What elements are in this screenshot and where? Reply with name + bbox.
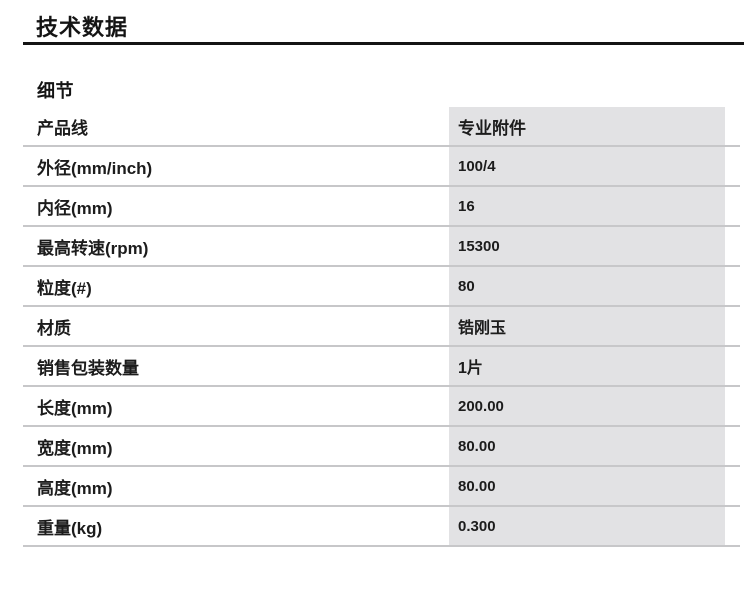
- table-row-grit: 粒度(#) 80: [23, 267, 740, 307]
- row-value: 80.00: [449, 427, 725, 465]
- table-row-product-line: 产品线 专业附件: [23, 107, 740, 147]
- row-value: 100/4: [449, 147, 725, 185]
- row-spacer: [725, 147, 740, 185]
- table-row-weight: 重量(kg) 0.300: [23, 507, 740, 547]
- row-label: 外径(mm/inch): [37, 158, 153, 178]
- title-underline: [23, 42, 744, 45]
- row-label: 最高转速(rpm): [37, 238, 149, 258]
- row-spacer: [725, 307, 740, 345]
- row-spacer: [725, 187, 740, 225]
- row-label: 长度(mm): [37, 398, 113, 418]
- row-value: 15300: [449, 227, 725, 265]
- row-spacer: [725, 507, 740, 545]
- table-row-length: 长度(mm) 200.00: [23, 387, 740, 427]
- row-spacer: [725, 267, 740, 305]
- table-row-inner-diameter: 内径(mm) 16: [23, 187, 740, 227]
- table-row-height: 高度(mm) 80.00: [23, 467, 740, 507]
- row-value: 80: [449, 267, 725, 305]
- row-label: 内径(mm): [37, 198, 113, 218]
- table-row-material: 材质 锆刚玉: [23, 307, 740, 347]
- row-value: 0.300: [449, 507, 725, 545]
- row-label: 粒度(#): [37, 278, 92, 298]
- row-value: 1片: [449, 347, 725, 385]
- row-spacer: [725, 107, 740, 145]
- row-value: 80.00: [449, 467, 725, 505]
- row-label: 销售包装数量: [37, 358, 139, 378]
- row-spacer: [725, 467, 740, 505]
- table-row-width: 宽度(mm) 80.00: [23, 427, 740, 467]
- table-row-outer-diameter: 外径(mm/inch) 100/4: [23, 147, 740, 187]
- page-title: 技术数据: [36, 15, 129, 40]
- row-label: 重量(kg): [37, 518, 103, 538]
- row-spacer: [725, 227, 740, 265]
- row-label: 材质: [37, 318, 71, 338]
- row-value: 专业附件: [449, 107, 725, 145]
- row-value: 锆刚玉: [449, 307, 725, 345]
- row-label: 宽度(mm): [37, 438, 113, 458]
- table-row-max-speed: 最高转速(rpm) 15300: [23, 227, 740, 267]
- spec-table: 产品线 专业附件 外径(mm/inch) 100/4 内径(mm) 16 最高转…: [23, 107, 740, 547]
- row-label: 高度(mm): [37, 478, 113, 498]
- row-spacer: [725, 427, 740, 465]
- row-value: 16: [449, 187, 725, 225]
- section-heading-details: 细节: [37, 81, 74, 101]
- row-spacer: [725, 387, 740, 425]
- row-spacer: [725, 347, 740, 385]
- row-label: 产品线: [37, 118, 88, 138]
- table-row-pack-quantity: 销售包装数量 1片: [23, 347, 740, 387]
- row-value: 200.00: [449, 387, 725, 425]
